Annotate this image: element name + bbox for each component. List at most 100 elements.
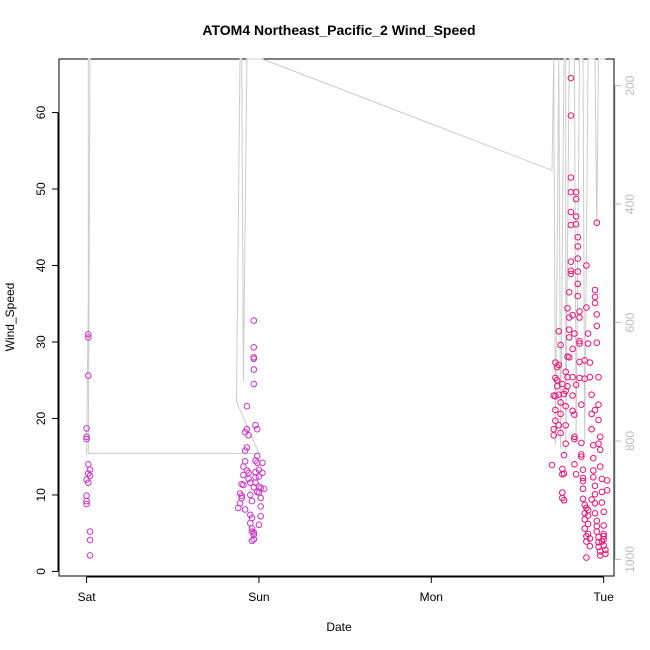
data-point <box>83 435 90 443</box>
data-point <box>567 174 575 181</box>
data-point <box>555 328 563 335</box>
data-point <box>247 491 254 499</box>
data-point <box>257 503 265 510</box>
data-point <box>584 340 592 347</box>
data-point <box>562 368 570 376</box>
data-point <box>253 425 261 433</box>
data-point <box>250 531 258 539</box>
data-point <box>259 469 266 477</box>
data-point <box>593 517 601 525</box>
wind-speed-line-series <box>86 58 606 456</box>
data-point <box>83 497 90 505</box>
data-point <box>586 542 594 550</box>
data-point <box>569 373 576 381</box>
y-right-tick-label: 1000 <box>623 546 637 573</box>
data-point <box>578 401 585 409</box>
data-point <box>572 381 580 389</box>
data-point <box>243 402 251 410</box>
data-point <box>581 525 589 532</box>
data-point <box>238 492 245 500</box>
data-point <box>562 422 570 429</box>
data-point <box>578 453 585 461</box>
data-point <box>603 477 611 484</box>
data-point <box>548 461 556 469</box>
data-point <box>560 497 568 504</box>
line-series-path <box>86 58 606 456</box>
y-axis-right: 200 400 600 800 1000 <box>614 75 637 573</box>
data-point <box>86 536 94 544</box>
y-right-tick-label: 400 <box>623 194 637 214</box>
data-point <box>252 479 259 487</box>
data-point <box>593 311 601 318</box>
data-point <box>595 416 602 424</box>
data-point <box>574 243 582 250</box>
data-point <box>595 539 602 546</box>
data-point <box>576 340 583 347</box>
data-point <box>83 492 90 500</box>
data-point <box>83 425 90 432</box>
data-point <box>574 268 582 275</box>
data-point <box>600 532 608 540</box>
chart-title: ATOM4 Northeast_Pacific_2 Wind_Speed <box>202 22 475 38</box>
data-point <box>602 546 609 554</box>
data-point <box>85 372 92 379</box>
data-point <box>245 475 252 483</box>
data-point <box>243 425 251 433</box>
data-point <box>550 425 558 433</box>
x-tick-label: Mon <box>420 590 443 604</box>
data-point <box>571 411 578 418</box>
data-point <box>586 373 594 381</box>
data-point <box>560 451 568 459</box>
data-point <box>595 440 602 448</box>
data-point <box>571 461 578 468</box>
data-point <box>569 392 576 399</box>
data-point <box>593 339 601 347</box>
data-point <box>552 359 559 366</box>
data-point <box>85 334 92 341</box>
data-point <box>85 461 92 468</box>
data-point <box>591 293 599 301</box>
data-point <box>250 366 258 373</box>
data-point <box>571 330 578 337</box>
data-point <box>591 286 599 294</box>
data-point <box>586 535 594 542</box>
data-point <box>574 233 582 241</box>
data-point <box>252 422 259 429</box>
data-point <box>600 522 608 529</box>
data-point <box>588 391 595 399</box>
data-point <box>595 373 602 381</box>
data-point <box>565 326 573 334</box>
data-point <box>552 417 559 425</box>
data-point <box>569 407 576 415</box>
data-point <box>250 380 258 388</box>
data-point <box>238 494 245 502</box>
data-point <box>579 477 587 485</box>
data-point <box>559 380 566 388</box>
y-tick-label: 60 <box>34 106 48 120</box>
data-point <box>591 510 599 517</box>
data-point <box>581 516 589 523</box>
y-right-tick-label: 600 <box>623 312 637 332</box>
data-point <box>248 537 256 545</box>
data-point <box>588 425 595 433</box>
data-point <box>588 410 595 418</box>
data-point <box>579 474 587 482</box>
data-point <box>596 463 604 470</box>
data-point <box>567 74 575 82</box>
data-point <box>572 220 580 228</box>
data-point <box>86 528 94 535</box>
data-point <box>593 528 601 535</box>
data-point <box>559 489 566 496</box>
data-point <box>595 401 602 409</box>
data-point <box>572 213 580 220</box>
data-point <box>565 289 573 296</box>
data-point <box>591 406 599 414</box>
y-tick-label: 40 <box>34 258 48 272</box>
data-point <box>590 454 597 462</box>
data-point <box>591 490 599 498</box>
data-point <box>567 267 575 275</box>
data-point <box>257 494 265 502</box>
data-point <box>572 195 580 203</box>
y-axis-label: Wind_Speed <box>3 283 17 352</box>
data-point <box>250 317 258 324</box>
